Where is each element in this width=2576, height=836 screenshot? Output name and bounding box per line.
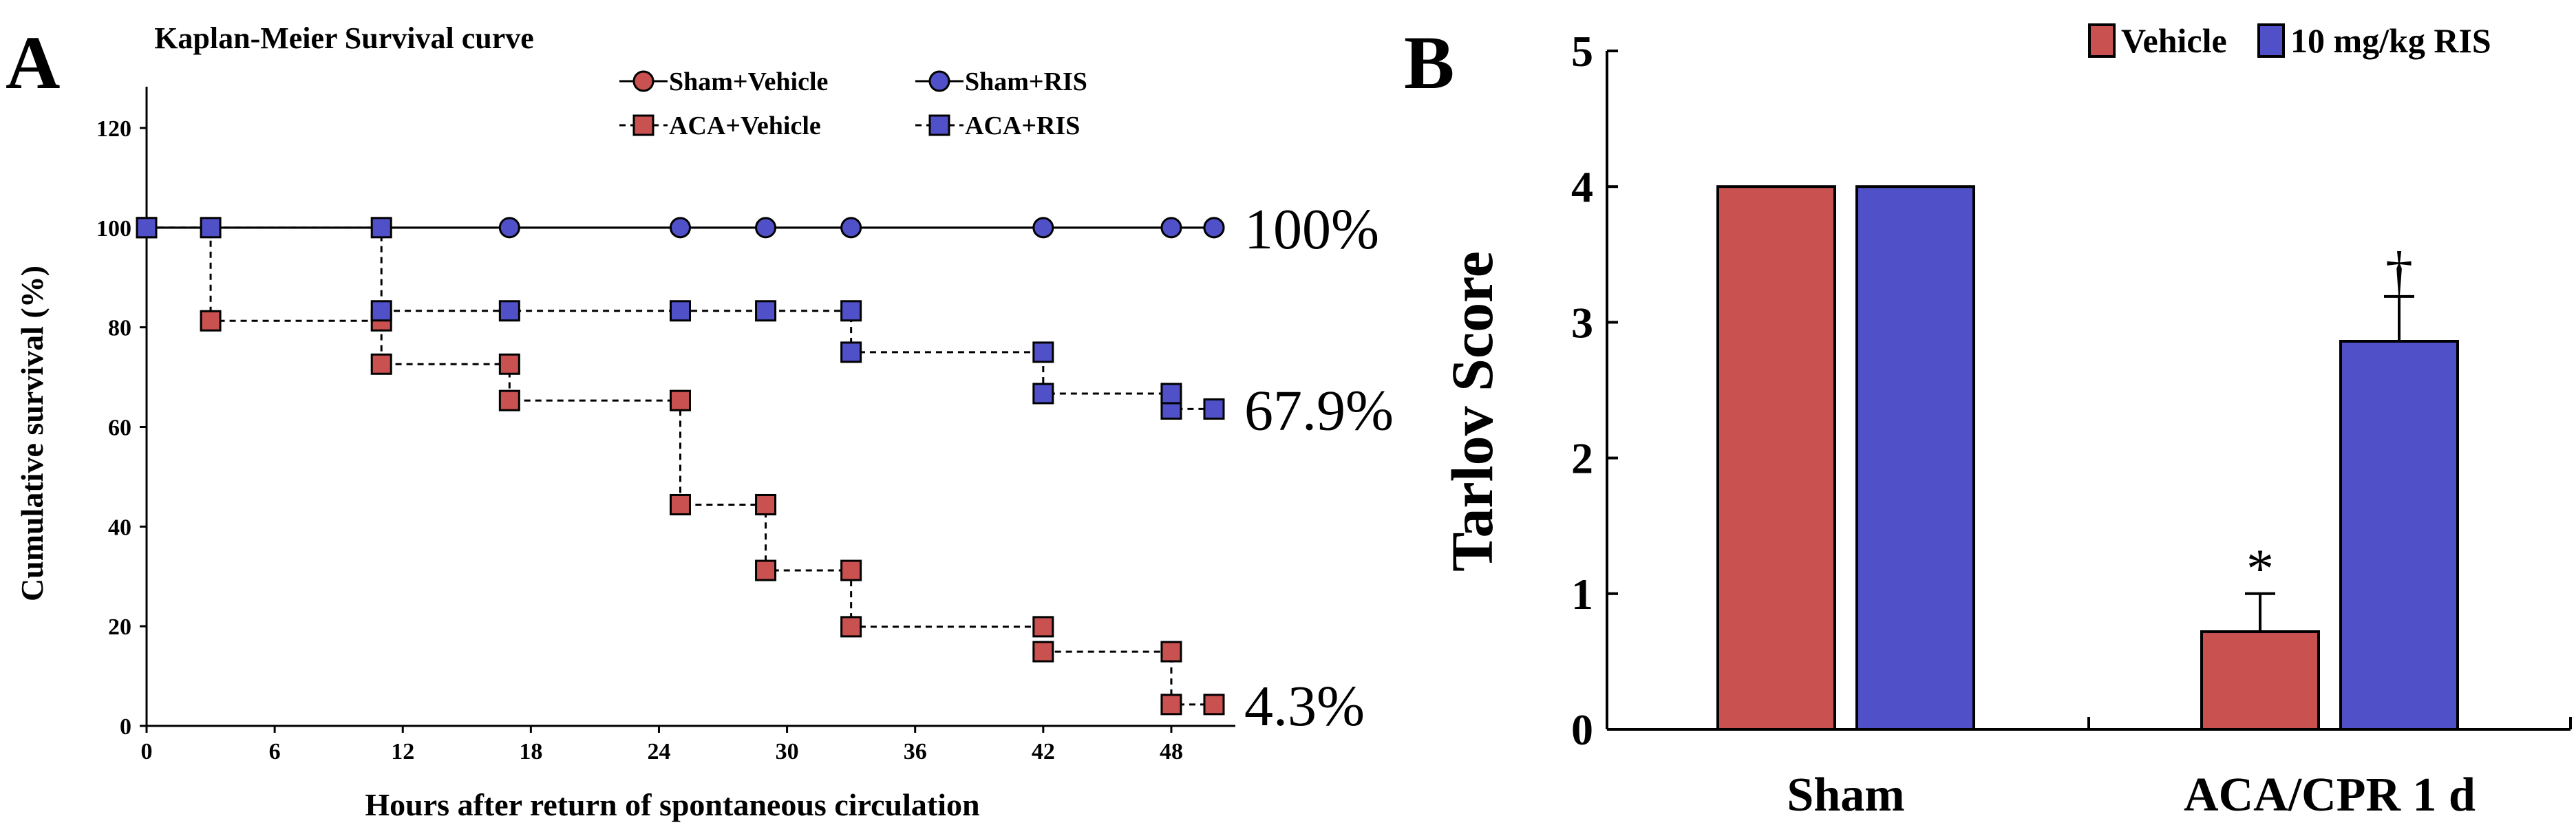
legend-label-2: ACA+Vehicle <box>669 111 821 140</box>
censor-mark-aca-ris <box>1160 383 1182 405</box>
censor-mark-sham-ris <box>755 217 777 239</box>
panel-a-y-tick-label: 60 <box>108 416 131 441</box>
censor-mark-aca-ris <box>840 300 862 322</box>
legend-swatch-0 <box>2088 23 2116 58</box>
data-point-aca-vehicle <box>755 559 777 581</box>
data-point-aca-ris <box>1203 398 1225 420</box>
legend-marker-3 <box>928 114 950 136</box>
panel-b-y-tick-label: 0 <box>1571 705 1593 754</box>
data-point-aca-vehicle <box>840 616 862 638</box>
censor-mark-aca-vehicle <box>755 493 777 515</box>
censor-mark-aca-ris <box>669 300 691 322</box>
panel-a-legend: Sham+Vehicle Sham+RIS ACA+Vehicle ACA+RIS <box>619 67 1087 140</box>
panel-b-y-tick-label: 1 <box>1571 570 1593 619</box>
legend-label-0: Sham+Vehicle <box>669 67 828 96</box>
panel-a-markers <box>136 217 1225 716</box>
panel-a-y-tick-label: 20 <box>108 614 131 640</box>
panel-b-bars: *† <box>1716 185 2459 731</box>
panel-a-x-tick-label: 6 <box>269 739 281 764</box>
panel-a-annotations: 100% 67.9% 4.3% <box>1244 197 1394 738</box>
panel-a-y-tick-label: 0 <box>120 714 131 740</box>
panel-a-x-tick-label: 24 <box>647 739 670 764</box>
panel-a-axes: 0 20 40 60 80 100 120 0 6 12 18 24 30 36 42 48 <box>96 87 1235 764</box>
panel-a-x-tick-label: 12 <box>391 739 414 764</box>
panel-b-category-label: ACA/CPR 1 d <box>2184 769 2476 822</box>
panel-a-x-tick-label: 42 <box>1032 739 1055 764</box>
bar-10-mg-kg-ris <box>2339 340 2459 731</box>
panel-a-title: Kaplan-Meier Survival curve <box>154 21 534 55</box>
series-line-aca-ris <box>147 226 1214 410</box>
panel-b-axes: 0 1 2 3 4 5 Sham ACA/CPR 1 d <box>1571 27 2572 822</box>
data-point-aca-ris <box>840 341 862 363</box>
data-point-aca-vehicle <box>1203 694 1225 716</box>
data-point-aca-vehicle <box>669 493 691 515</box>
panel-a-x-tick-label: 48 <box>1160 739 1183 764</box>
censor-mark-aca-ris <box>1032 341 1054 363</box>
panel-a-y-tick-label: 120 <box>96 116 131 142</box>
data-point-aca-vehicle <box>1032 641 1054 663</box>
data-point-aca-vehicle <box>498 389 520 411</box>
bar-vehicle <box>2200 630 2320 731</box>
panel-a-x-tick-label: 0 <box>141 739 153 764</box>
panel-b-y-tick-label: 2 <box>1571 434 1593 483</box>
censor-mark-sham-ris <box>1160 217 1182 239</box>
data-point-aca-vehicle <box>200 310 222 332</box>
series-line-aca-vehicle <box>147 226 1214 706</box>
data-point-aca-ris <box>1032 383 1054 405</box>
panel-b-y-tick-label: 4 <box>1571 162 1593 211</box>
panel-a-series-lines <box>147 226 1214 706</box>
legend-label-0: Vehicle <box>2121 21 2227 60</box>
legend-marker-0 <box>632 70 654 92</box>
data-point-aca-ris <box>136 217 158 239</box>
bar-vehicle <box>1716 185 1836 731</box>
annotation-percent: 100% <box>1244 197 1379 261</box>
censor-mark-aca-vehicle <box>1032 616 1054 638</box>
legend-label-1: Sham+RIS <box>965 67 1087 96</box>
data-point-sham-ris-end <box>1203 217 1225 239</box>
panel-a-x-tick-label: 18 <box>519 739 542 764</box>
data-point-aca-vehicle <box>370 353 392 375</box>
data-point-aca-ris <box>370 300 392 322</box>
panel-a-ylabel: Cumulative survival (%) <box>14 266 50 601</box>
panel-a-y-tick-label: 80 <box>108 316 131 341</box>
censor-mark-sham-ris <box>498 217 520 239</box>
panel-a-xlabel: Hours after return of spontaneous circul… <box>365 787 979 822</box>
panel-a-letter: A <box>6 21 60 105</box>
censor-mark-sham-ris <box>669 217 691 239</box>
censor-mark-aca-ris <box>200 217 222 239</box>
censor-mark-sham-ris <box>1032 217 1054 239</box>
censor-mark-aca-ris <box>498 300 520 322</box>
bar-10-mg-kg-ris <box>1855 185 1975 731</box>
censor-mark-aca-ris <box>755 300 777 322</box>
annotation-percent: 4.3% <box>1244 674 1365 738</box>
annotation-percent: 67.9% <box>1244 378 1394 442</box>
legend-label-1: 10 mg/kg RIS <box>2290 21 2491 60</box>
censor-mark-aca-vehicle <box>840 559 862 581</box>
data-point-aca-vehicle <box>1160 694 1182 716</box>
significance-mark: † <box>2385 242 2413 302</box>
legend-marker-2 <box>632 114 654 136</box>
censor-mark-aca-ris <box>370 217 392 239</box>
panel-b-y-tick-label: 5 <box>1571 27 1593 76</box>
panel-b-category-label: Sham <box>1787 769 1904 822</box>
panel-b-letter: B <box>1404 21 1454 105</box>
legend-label-3: ACA+RIS <box>965 111 1080 140</box>
panel-b-legend: Vehicle 10 mg/kg RIS <box>2088 21 2491 60</box>
panel-a-y-tick-label: 100 <box>96 216 131 242</box>
panel-a-y-tick-label: 40 <box>108 515 131 540</box>
censor-mark-aca-vehicle <box>1160 641 1182 663</box>
legend-swatch-1 <box>2257 23 2285 58</box>
panel-a-x-tick-label: 30 <box>776 739 799 764</box>
panel-a-x-tick-label: 36 <box>904 739 927 764</box>
legend-marker-1 <box>928 70 950 92</box>
panel-a-survival-chart: A Kaplan-Meier Survival curve 0204060801… <box>6 21 1394 822</box>
censor-mark-aca-vehicle <box>669 389 691 411</box>
censor-mark-sham-ris <box>840 217 862 239</box>
panel-b-ylabel: Tarlov Score <box>1439 251 1505 572</box>
significance-mark: * <box>2246 539 2274 599</box>
panel-b-y-tick-label: 3 <box>1571 298 1593 347</box>
censor-mark-aca-vehicle <box>498 353 520 375</box>
